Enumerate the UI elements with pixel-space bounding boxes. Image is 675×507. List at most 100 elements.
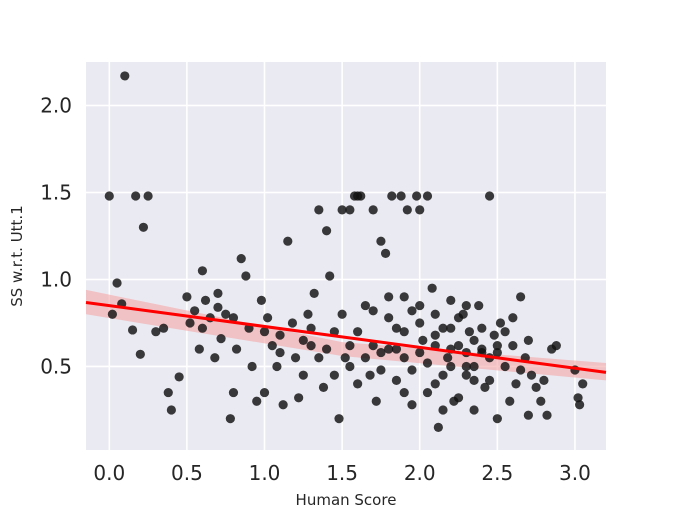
data-point (418, 335, 428, 345)
data-point (259, 327, 270, 337)
x-tick-label: 1.0 (249, 461, 281, 485)
data-point (430, 309, 440, 319)
data-point (368, 341, 378, 351)
data-point (433, 422, 443, 432)
data-point (407, 365, 417, 375)
data-point (484, 375, 495, 386)
data-point (182, 292, 192, 302)
confidence-band-layer (86, 289, 606, 381)
data-point (415, 300, 425, 311)
data-point (329, 370, 339, 380)
data-point (399, 353, 409, 363)
data-point (306, 323, 316, 333)
data-point (453, 341, 464, 351)
data-point (318, 382, 329, 392)
data-point (371, 396, 381, 406)
data-point (430, 379, 440, 389)
data-point (422, 387, 433, 398)
data-point (337, 205, 347, 215)
data-point (461, 361, 471, 372)
data-point (236, 254, 246, 264)
data-point (508, 341, 518, 351)
data-point (384, 344, 394, 354)
data-point (505, 396, 515, 406)
data-point (438, 323, 448, 333)
data-point (376, 365, 386, 375)
data-point (294, 393, 304, 403)
x-tick-label: 2.0 (404, 461, 436, 485)
data-point (267, 341, 277, 351)
regression-line (85, 300, 607, 374)
data-point (446, 295, 456, 305)
data-point (575, 400, 585, 410)
data-point (104, 191, 114, 201)
x-tick-labels: 0.0 0.5 1.0 1.5 2.0 2.5 3.0 (93, 461, 590, 485)
data-point (573, 393, 583, 403)
data-point (469, 335, 479, 345)
data-point (329, 327, 339, 337)
data-point (492, 341, 502, 351)
regression-line-layer (85, 300, 607, 374)
data-point (492, 414, 502, 424)
data-point (500, 327, 510, 337)
data-point (484, 191, 495, 201)
data-point (360, 353, 371, 363)
data-point (221, 309, 231, 319)
data-point (526, 370, 537, 380)
data-point (422, 191, 433, 201)
data-point (112, 278, 122, 288)
data-point (131, 191, 141, 201)
data-point (163, 387, 173, 398)
data-point (185, 318, 195, 328)
data-point (469, 405, 479, 415)
data-point (542, 410, 552, 420)
data-point (415, 318, 425, 328)
data-point (225, 414, 235, 424)
data-point (412, 191, 422, 201)
data-point (427, 283, 437, 293)
data-point (127, 325, 138, 335)
data-point (453, 393, 464, 403)
data-point (415, 347, 425, 358)
data-point (578, 379, 588, 389)
x-axis-label: Human Score (296, 491, 397, 507)
data-point (356, 191, 366, 201)
data-point (231, 344, 242, 354)
data-point (143, 191, 153, 201)
data-point (536, 396, 546, 406)
data-point (399, 327, 409, 337)
data-point (399, 387, 409, 398)
data-point (200, 295, 211, 305)
data-point (151, 327, 161, 337)
data-point (345, 205, 355, 215)
x-tick-label: 1.5 (326, 461, 358, 485)
data-point (190, 306, 200, 316)
data-point (438, 370, 448, 380)
data-point (384, 313, 394, 323)
data-point (511, 379, 521, 389)
x-tick-label: 3.0 (559, 461, 591, 485)
data-point (252, 396, 262, 406)
grid-lines (86, 62, 606, 450)
data-point (360, 300, 371, 311)
data-point (247, 361, 257, 372)
data-point (438, 405, 448, 415)
data-point (415, 205, 425, 215)
data-point (407, 400, 417, 410)
data-point (298, 370, 308, 380)
data-point (446, 361, 456, 372)
data-point (345, 341, 355, 351)
data-point (516, 292, 526, 302)
data-point (241, 271, 251, 281)
data-point (384, 292, 394, 302)
data-point (480, 382, 490, 392)
data-point (368, 306, 378, 316)
data-point (309, 288, 319, 299)
data-point (396, 191, 406, 201)
data-point (531, 382, 541, 392)
data-point (461, 370, 471, 380)
data-point (197, 266, 208, 276)
data-point (256, 295, 267, 305)
y-tick-labels: 0.5 1.0 1.5 2.0 (40, 93, 72, 378)
